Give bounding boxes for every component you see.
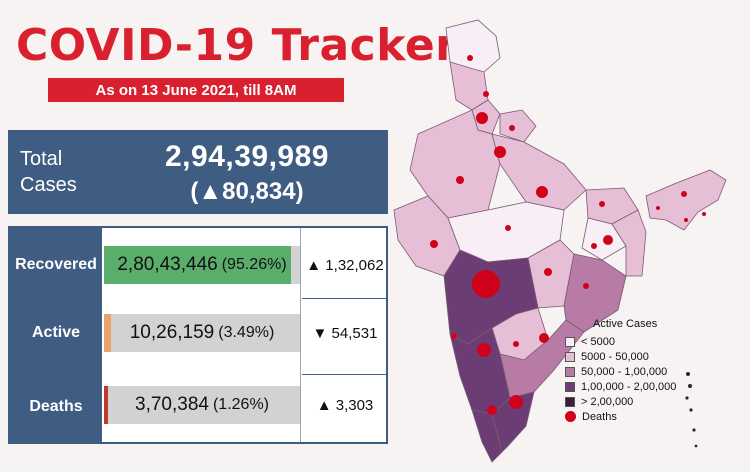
- legend-item: < 5000: [565, 334, 705, 349]
- active-value: 10,26,159: [129, 322, 215, 343]
- recovered-change: ▲ 1,32,062: [306, 257, 384, 274]
- date-banner: As on 13 June 2021, till 8AM: [48, 78, 344, 102]
- death-bubble-chhattisgarh: [544, 268, 552, 276]
- map-region-uttarakhand: [499, 109, 537, 143]
- death-bubble-rajasthan: [456, 176, 464, 184]
- total-label-line1: Total: [20, 148, 63, 170]
- deaths-dot-icon: [565, 411, 576, 422]
- legend-label: 1,00,000 - 2,00,000: [581, 380, 677, 393]
- death-bubble-delhi: [494, 146, 506, 158]
- legend-item: 5000 - 50,000: [565, 349, 705, 364]
- legend-label: < 5000: [581, 335, 615, 348]
- death-bubble-ne2: [656, 206, 660, 210]
- stats-panel: Recovered Active Deaths 2,80,43,446 (95.…: [8, 226, 388, 444]
- column-divider: [300, 228, 301, 442]
- deaths-change: ▲ 3,303: [316, 397, 374, 414]
- legend-item-deaths: Deaths: [565, 409, 705, 424]
- death-bubble-punjab: [476, 112, 488, 124]
- deaths-percent: (1.26%): [212, 396, 269, 413]
- recovered-percent: (95.26%): [221, 256, 287, 273]
- death-bubble-karnataka: [477, 343, 491, 357]
- legend-label: 50,000 - 1,00,000: [581, 365, 668, 378]
- death-bubble-ap: [539, 333, 549, 343]
- map-death-bubbles: [430, 55, 706, 415]
- death-bubble-maharashtra: [472, 270, 500, 298]
- recovered-bar-text: 2,80,43,446 (95.26%): [104, 246, 300, 284]
- map-islands: [685, 372, 698, 448]
- active-percent: (3.49%): [218, 324, 275, 341]
- recovered-value: 2,80,43,446: [117, 254, 218, 275]
- death-bubble-mp: [505, 225, 511, 231]
- legend-deaths-label: Deaths: [582, 410, 617, 423]
- legend-title: Active Cases: [593, 318, 658, 330]
- deaths-value: 3,70,384: [135, 394, 209, 415]
- death-bubble-ne1: [702, 212, 706, 216]
- death-bubble-jharkhand: [591, 243, 597, 249]
- recovered-bar: 2,80,43,446 (95.26%): [104, 246, 300, 284]
- legend-item: 1,00,000 - 2,00,000: [565, 379, 705, 394]
- legend-swatch: [565, 381, 575, 392]
- legend-item: > 2,00,000: [565, 394, 705, 409]
- death-bubble-uttarakhand: [509, 125, 515, 131]
- death-bubble-bihar: [599, 201, 605, 207]
- total-cases-value: 2,94,39,989: [165, 140, 329, 173]
- stats-label-column: Recovered Active Deaths: [10, 228, 102, 442]
- death-bubble-goa: [451, 333, 457, 339]
- map-region-tn: [491, 391, 535, 453]
- death-bubble-gujarat: [430, 240, 438, 248]
- legend-swatch: [565, 366, 575, 377]
- death-bubble-north: [467, 55, 473, 61]
- deaths-label: Deaths: [29, 398, 83, 415]
- death-bubble-assam: [681, 191, 687, 197]
- map-region-northeast: [645, 169, 727, 231]
- row-divider: [302, 374, 388, 375]
- death-bubble-odisha: [583, 283, 589, 289]
- legend-swatch: [565, 336, 575, 347]
- death-bubble-ne3: [684, 218, 688, 222]
- map-legend: Active Cases < 5000 5000 - 50,000 50,000…: [565, 318, 705, 424]
- active-change: ▼ 54,531: [312, 325, 378, 342]
- recovered-bar-fill: [104, 246, 291, 284]
- row-divider: [302, 298, 388, 299]
- legend-swatch: [565, 396, 575, 407]
- deaths-bar-fill: [104, 386, 109, 424]
- death-bubble-wb: [603, 235, 613, 245]
- active-bar-fill: [104, 314, 111, 352]
- total-cases-panel: Total Cases 2,94,39,989 (▲80,834): [8, 130, 388, 214]
- death-bubble-haryana: [483, 91, 489, 97]
- total-cases-change: (▲80,834): [190, 178, 304, 205]
- legend-label: > 2,00,000: [581, 395, 634, 408]
- active-bar-text: 10,26,159 (3.49%): [104, 314, 300, 352]
- india-map: [393, 19, 727, 463]
- death-bubble-telangana: [513, 341, 519, 347]
- legend-label: 5000 - 50,000: [581, 350, 649, 363]
- active-bar: 10,26,159 (3.49%): [104, 314, 300, 352]
- map-region-up: [491, 133, 587, 211]
- recovered-label: Recovered: [15, 256, 97, 273]
- deaths-bar-text: 3,70,384 (1.26%): [104, 386, 300, 424]
- total-cases-label: Total Cases: [20, 146, 100, 198]
- death-bubble-up: [536, 186, 548, 198]
- total-label-line2: Cases: [20, 174, 77, 196]
- page-title: COVID-19 Tracker: [16, 20, 458, 71]
- deaths-bar: 3,70,384 (1.26%): [104, 386, 300, 424]
- map-region-rajasthan: [409, 109, 501, 219]
- map-region-wb: [611, 209, 647, 277]
- legend-item: 50,000 - 1,00,000: [565, 364, 705, 379]
- legend-swatch: [565, 351, 575, 362]
- death-bubble-kerala: [487, 405, 497, 415]
- death-bubble-tn: [509, 395, 523, 409]
- active-label: Active: [31, 324, 81, 341]
